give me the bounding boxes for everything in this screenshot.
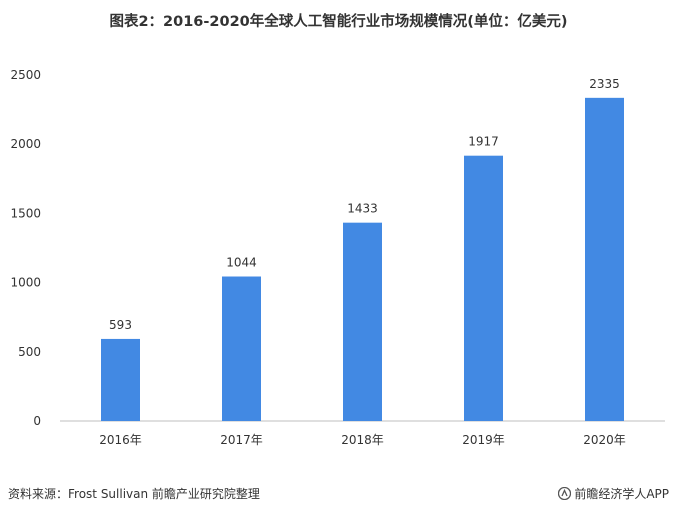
x-tick-label: 2020年 <box>583 433 626 447</box>
data-label: 1044 <box>226 256 257 270</box>
chart-title: 图表2：2016-2020年全球人工智能行业市场规模情况(单位：亿美元) <box>109 14 568 30</box>
y-axis: 0 500 1000 1500 2000 2500 <box>10 68 41 428</box>
brand-credit: 前瞻经济学人APP <box>558 485 669 502</box>
y-tick-label: 2500 <box>10 68 41 82</box>
y-tick-label: 2000 <box>10 137 41 151</box>
bar <box>343 222 382 421</box>
bars <box>101 97 624 421</box>
bar <box>222 276 261 421</box>
bar <box>101 338 140 421</box>
data-label: 2335 <box>589 77 620 91</box>
y-tick-label: 500 <box>18 345 41 359</box>
x-tick-label: 2018年 <box>341 433 384 447</box>
x-tick-label: 2017年 <box>220 433 263 447</box>
bar <box>464 155 503 421</box>
data-label: 593 <box>109 318 132 332</box>
data-label: 1433 <box>347 202 378 216</box>
x-tick-label: 2016年 <box>99 433 142 447</box>
bar <box>585 97 624 421</box>
y-tick-label: 1500 <box>10 206 41 220</box>
source-note: 资料来源：Frost Sullivan 前瞻产业研究院整理 <box>8 487 260 501</box>
data-label: 1917 <box>468 135 499 149</box>
brand-text: 前瞻经济学人APP <box>574 487 669 501</box>
brand-logo-icon <box>558 486 572 501</box>
data-labels: 593 1044 1433 1917 2335 <box>109 77 620 332</box>
y-tick-label: 1000 <box>10 276 41 290</box>
x-tick-label: 2019年 <box>462 433 505 447</box>
y-tick-label: 0 <box>33 414 41 428</box>
x-axis: 2016年 2017年 2018年 2019年 2020年 <box>60 420 665 447</box>
bar-chart: 0 500 1000 1500 2000 2500 2016年 2017年 2018年 2019… <box>10 68 665 447</box>
